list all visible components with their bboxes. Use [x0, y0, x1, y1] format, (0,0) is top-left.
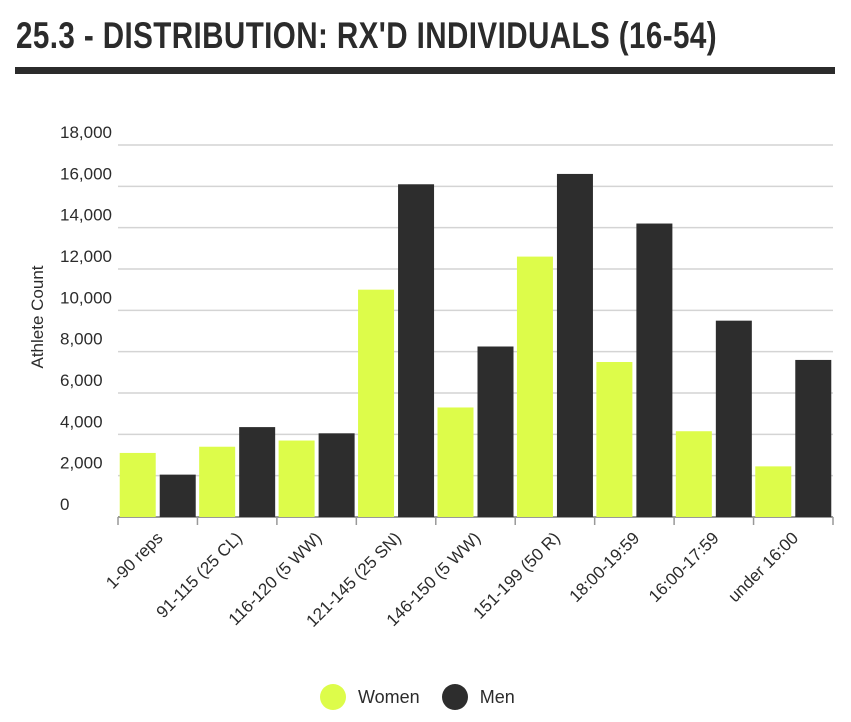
bar-men-7: [715, 320, 752, 517]
x-tick-label: 1-90 reps: [102, 528, 166, 592]
legend-item-men[interactable]: Men: [441, 684, 515, 710]
bar-men-4: [477, 346, 514, 517]
bar-women-4: [437, 407, 474, 517]
bar-women-2: [278, 440, 315, 517]
x-tick-label: 151-199 (50 R): [469, 528, 563, 622]
y-tick-label: 8,000: [60, 330, 103, 349]
x-tick-label: 18:00-19:59: [566, 528, 644, 606]
chart-legend: Women Men: [320, 684, 537, 710]
y-tick-label: 16,000: [60, 164, 112, 183]
y-tick-label: 18,000: [60, 123, 112, 142]
legend-label-women: Women: [358, 686, 420, 707]
chart-title: 25.3 - DISTRIBUTION: RX'D INDIVIDUALS (1…: [16, 15, 717, 56]
title-underline: [15, 67, 835, 74]
legend-swatch-men: [441, 684, 468, 710]
y-tick-label: 14,000: [60, 206, 112, 225]
y-axis-label: Athlete Count: [28, 265, 47, 368]
bar-men-5: [556, 173, 593, 517]
bar-men-1: [239, 427, 276, 517]
y-tick-label: 10,000: [60, 288, 112, 307]
legend-label-men: Men: [479, 686, 515, 707]
bar-men-3: [398, 184, 435, 517]
bar-women-7: [675, 431, 712, 517]
bar-women-5: [516, 256, 553, 517]
legend-item-women[interactable]: Women: [320, 684, 420, 710]
bar-women-3: [358, 289, 395, 517]
bar-chart: 0 2,000 4,000 6,000 8,000 10,000 12,000 14,000 1…: [28, 123, 834, 631]
x-tick-label: 16:00-17:59: [645, 528, 723, 606]
bar-men-0: [159, 474, 196, 517]
bar-men-8: [795, 359, 832, 517]
bar-men-2: [318, 433, 355, 517]
bar-women-6: [596, 362, 633, 517]
bar-women-1: [199, 446, 236, 517]
y-tick-label: 6,000: [60, 371, 103, 390]
y-tick-label: 4,000: [60, 412, 103, 431]
bar-women-8: [755, 466, 792, 517]
y-tick-label: 0: [60, 495, 69, 514]
y-tick-label: 2,000: [60, 454, 103, 473]
y-tick-label: 12,000: [60, 247, 112, 266]
legend-swatch-women: [320, 684, 346, 710]
x-tick-label: under 16:00: [725, 528, 803, 606]
bar-men-6: [636, 223, 673, 518]
bar-women-0: [119, 452, 156, 517]
